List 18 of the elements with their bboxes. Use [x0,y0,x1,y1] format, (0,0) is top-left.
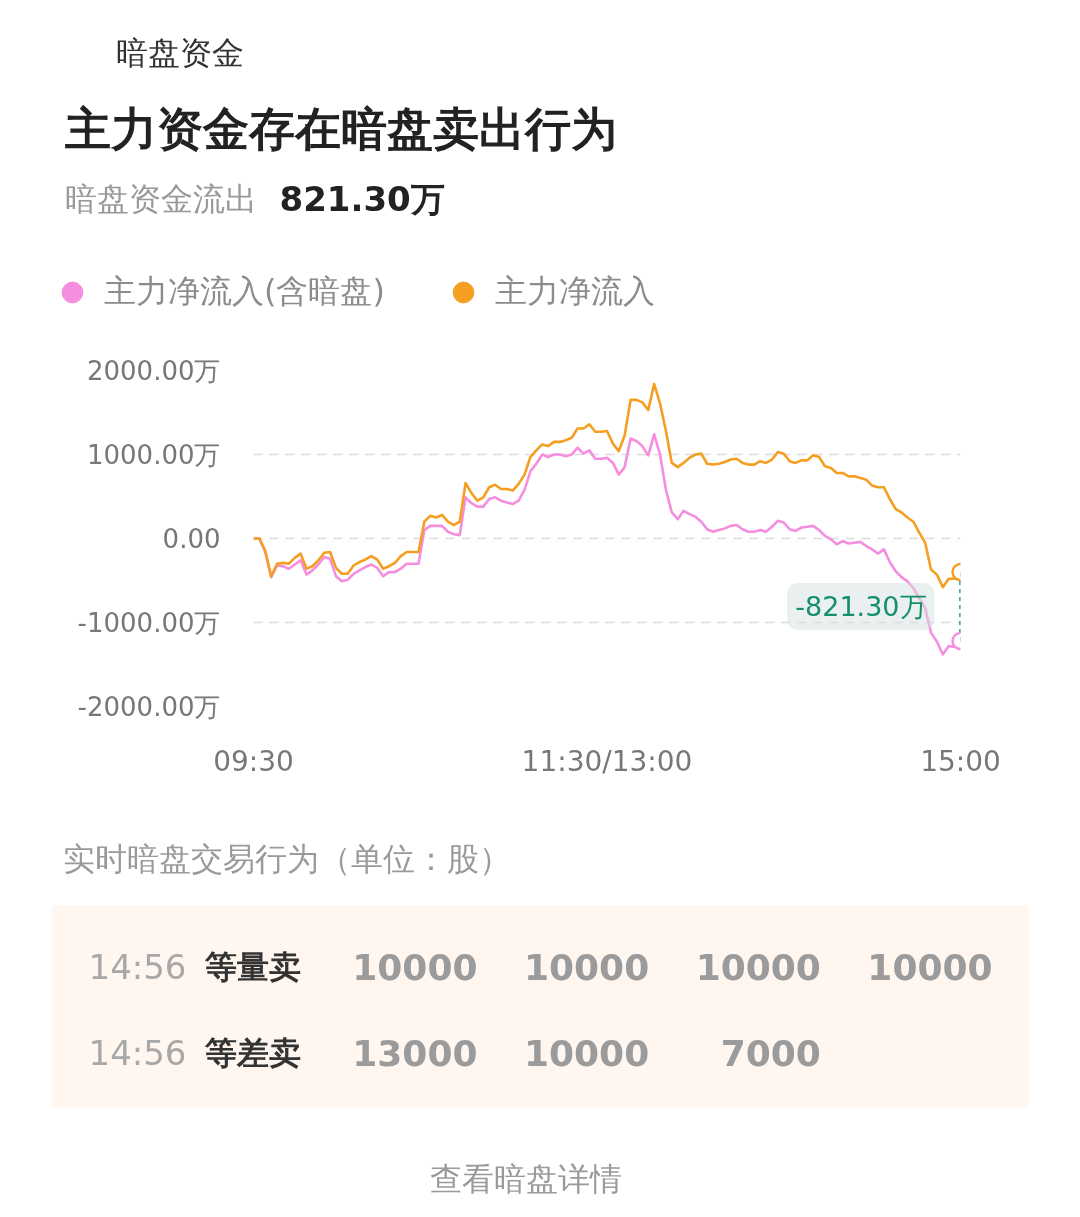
text: 实时暗盘交易行为（单位：股） [62,839,511,878]
text: 查看暗盘详情 [429,1159,622,1198]
y-tick-label: 0.00 [162,523,221,554]
text: 暗盘资金 [115,33,244,72]
y-tick-label: -1000.00万 [77,607,221,638]
y-tick-label: 1000.00万 [86,439,221,470]
y-tick-label: 2000.00万 [86,355,221,386]
x-tick-label: 15:00 [920,744,1001,778]
chart-title: 主力资金存在暗盘卖出行为 [64,101,617,156]
chart-subtitle: 暗盘资金流出 821.30万 [64,178,445,219]
y-tick-label: -2000.00万 [77,691,221,722]
x-tick-label: 11:30/13:00 [521,744,693,778]
text: 14:56 等差卖 13000 10000 7000 [88,1032,821,1074]
legend-label: 主力净流入(含暗盘) [104,271,385,312]
x-tick-label: 09:30 [213,744,294,778]
legend-label: 主力净流入 [494,271,655,312]
annotation: -821.30万 [795,591,927,623]
text: 14:56 等量卖 10000 10000 10000 10000 [88,946,993,988]
